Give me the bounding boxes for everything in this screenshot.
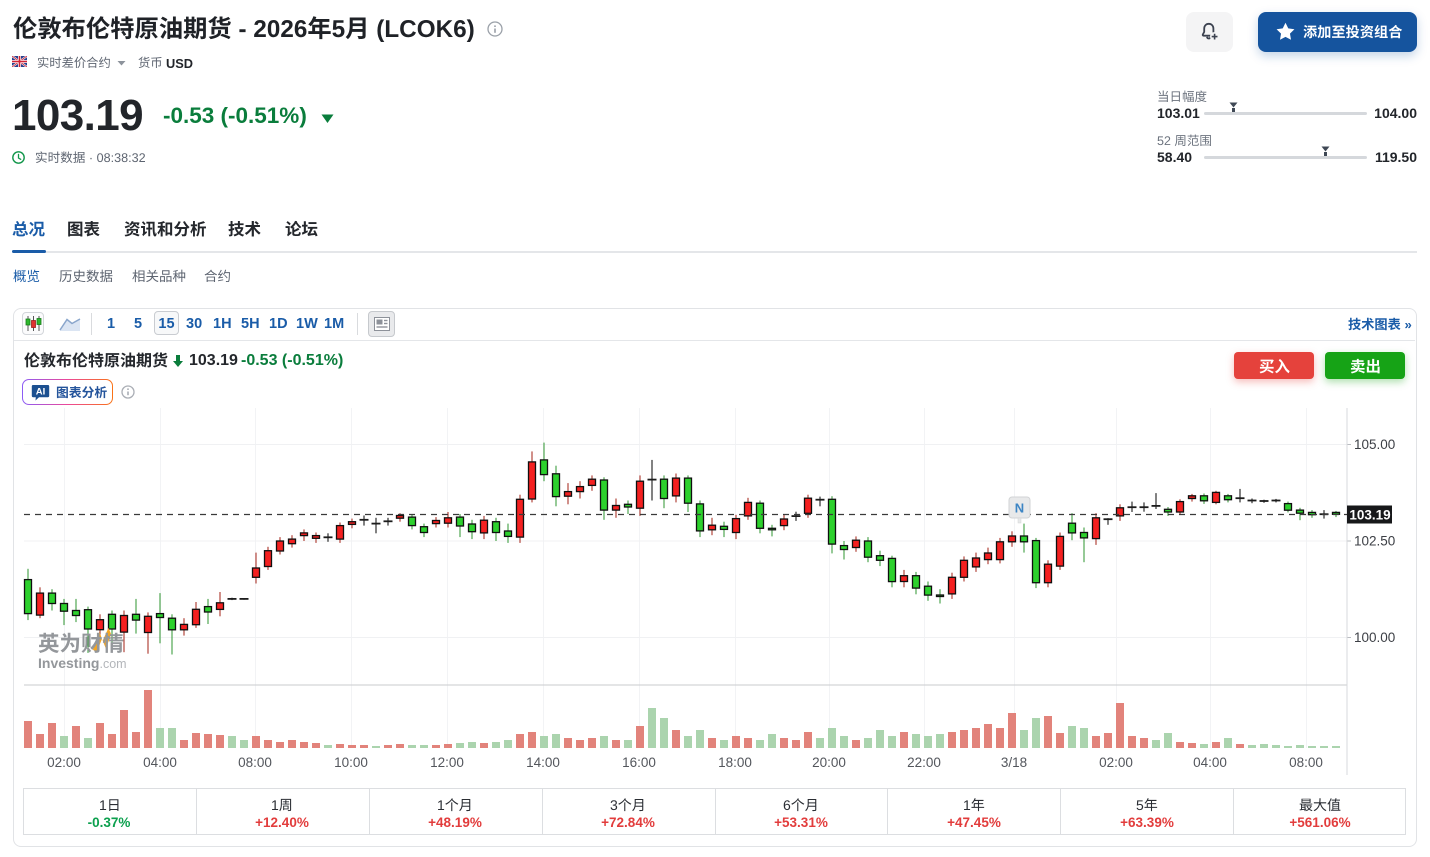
svg-text:10:00: 10:00 bbox=[334, 755, 368, 770]
svg-text:22:00: 22:00 bbox=[907, 755, 941, 770]
svg-text:105.00: 105.00 bbox=[1354, 437, 1395, 452]
svg-text:N: N bbox=[1015, 501, 1024, 516]
svg-text:08:00: 08:00 bbox=[238, 755, 272, 770]
svg-text:04:00: 04:00 bbox=[1193, 755, 1227, 770]
svg-text:02:00: 02:00 bbox=[1099, 755, 1133, 770]
svg-text:18:00: 18:00 bbox=[718, 755, 752, 770]
svg-text:102.50: 102.50 bbox=[1354, 534, 1395, 549]
svg-text:20:00: 20:00 bbox=[812, 755, 846, 770]
svg-text:14:00: 14:00 bbox=[526, 755, 560, 770]
svg-text:08:00: 08:00 bbox=[1289, 755, 1323, 770]
svg-text:103.19: 103.19 bbox=[1349, 507, 1390, 522]
svg-text:12:00: 12:00 bbox=[430, 755, 464, 770]
svg-text:3/18: 3/18 bbox=[1001, 755, 1027, 770]
svg-text:16:00: 16:00 bbox=[622, 755, 656, 770]
svg-text:100.00: 100.00 bbox=[1354, 630, 1395, 645]
svg-text:02:00: 02:00 bbox=[47, 755, 81, 770]
svg-text:04:00: 04:00 bbox=[143, 755, 177, 770]
svg-text:AI: AI bbox=[36, 387, 46, 398]
